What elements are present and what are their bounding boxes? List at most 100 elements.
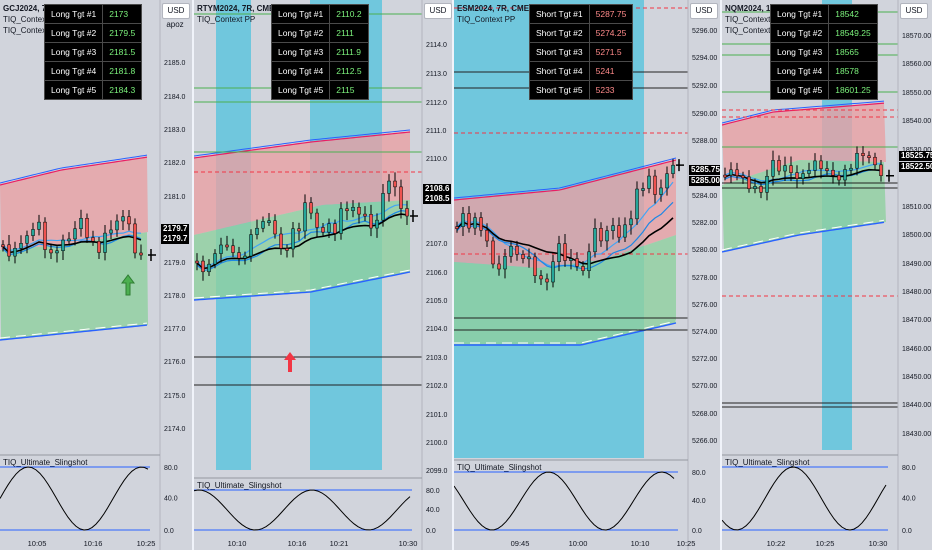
candle[interactable] [623, 217, 627, 242]
candle[interactable] [369, 204, 373, 237]
candle[interactable] [759, 181, 763, 199]
candle[interactable] [13, 241, 17, 264]
candle[interactable] [753, 178, 757, 194]
candle[interactable] [279, 227, 283, 255]
candle[interactable] [735, 162, 739, 181]
candle[interactable] [789, 156, 793, 182]
candle[interactable] [91, 230, 95, 246]
candle[interactable] [67, 232, 71, 246]
candle[interactable] [201, 255, 205, 281]
candle[interactable] [611, 217, 615, 240]
candle[interactable] [195, 253, 199, 271]
candle[interactable] [213, 249, 217, 269]
candle[interactable] [665, 166, 669, 196]
candle[interactable] [243, 251, 247, 265]
chart-panel-es[interactable]: 5296.00 5294.00 5292.00 5290.00 5288.00 5284.… [454, 0, 720, 550]
candle[interactable] [7, 235, 11, 262]
candle[interactable] [285, 244, 289, 258]
candle[interactable] [795, 165, 799, 189]
currency-button[interactable]: USD [162, 3, 190, 19]
candle[interactable] [671, 158, 675, 179]
candle[interactable] [55, 246, 59, 263]
candle[interactable] [617, 217, 621, 243]
candle[interactable] [581, 261, 585, 276]
candle[interactable] [563, 233, 567, 267]
candle[interactable] [127, 209, 131, 231]
candle[interactable] [103, 225, 107, 261]
candle[interactable] [37, 214, 41, 236]
candle[interactable] [25, 230, 29, 254]
panel-divider[interactable] [720, 0, 722, 550]
candle[interactable] [575, 252, 579, 271]
candle[interactable] [97, 237, 101, 259]
candle[interactable] [79, 209, 83, 237]
candle[interactable] [43, 217, 47, 259]
candle[interactable] [635, 181, 639, 225]
candle[interactable] [315, 208, 319, 237]
candle[interactable] [345, 201, 349, 221]
candle[interactable] [819, 155, 823, 179]
currency-button[interactable]: USD [690, 3, 718, 19]
candle[interactable] [605, 225, 609, 251]
candle[interactable] [641, 182, 645, 197]
candle[interactable] [207, 259, 211, 277]
candle[interactable] [873, 152, 877, 170]
candle[interactable] [515, 240, 519, 261]
candle[interactable] [485, 223, 489, 247]
candle[interactable] [267, 212, 271, 226]
currency-button[interactable]: USD [900, 3, 928, 19]
candle[interactable] [599, 222, 603, 247]
candle[interactable] [467, 206, 471, 233]
candle[interactable] [231, 238, 235, 257]
panel-divider[interactable] [452, 0, 454, 550]
candle[interactable] [825, 161, 829, 176]
candle[interactable] [85, 213, 89, 243]
candle[interactable] [405, 200, 409, 225]
candle[interactable] [363, 206, 367, 222]
chart-panel-gc[interactable]: 2185.02184.02183.02182.02181.02180.02179… [0, 0, 192, 550]
candle[interactable] [109, 220, 113, 240]
chart-canvas[interactable]: 2185.02184.02183.02182.02181.02180.02179… [0, 0, 192, 550]
candle[interactable] [121, 210, 125, 231]
candle[interactable] [473, 212, 477, 236]
candle[interactable] [551, 254, 555, 288]
candle[interactable] [357, 202, 361, 224]
candle[interactable] [659, 179, 663, 202]
candle[interactable] [765, 169, 769, 201]
candle[interactable] [533, 252, 537, 283]
candle[interactable] [273, 214, 277, 239]
candle[interactable] [291, 222, 295, 258]
candle[interactable] [879, 159, 883, 182]
candle[interactable] [801, 169, 805, 185]
candle[interactable] [261, 216, 265, 233]
candle[interactable] [327, 218, 331, 238]
candle[interactable] [387, 174, 391, 202]
candle[interactable] [393, 172, 397, 197]
candle[interactable] [61, 234, 65, 261]
candle[interactable] [333, 219, 337, 242]
candle[interactable] [783, 156, 787, 182]
candle[interactable] [539, 270, 543, 286]
candle[interactable] [509, 241, 513, 263]
candle[interactable] [723, 167, 727, 181]
candle[interactable] [303, 194, 307, 239]
candle[interactable] [399, 179, 403, 219]
candle[interactable] [1, 240, 5, 252]
candle[interactable] [133, 218, 137, 259]
candle[interactable] [19, 235, 23, 254]
candle[interactable] [629, 210, 633, 235]
candle[interactable] [491, 236, 495, 269]
chart-panel-rty[interactable]: 2114.0 2113.0 2112.0 2111.0 2110.0 2107.0 2106… [194, 0, 452, 550]
candle[interactable] [831, 162, 835, 184]
candle[interactable] [479, 212, 483, 237]
candle[interactable] [849, 163, 853, 175]
candle[interactable] [545, 273, 549, 291]
candle[interactable] [521, 250, 525, 264]
candle[interactable] [747, 170, 751, 193]
candle[interactable] [309, 197, 313, 220]
candle[interactable] [807, 162, 811, 178]
candle[interactable] [741, 171, 745, 184]
candle[interactable] [527, 248, 531, 268]
candle[interactable] [843, 164, 847, 186]
candle[interactable] [115, 214, 119, 237]
